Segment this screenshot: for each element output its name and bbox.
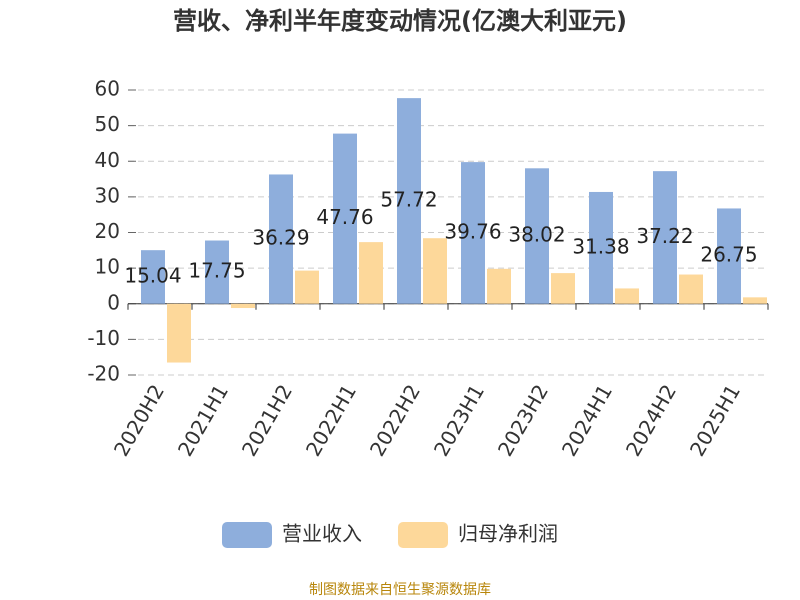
y-tick-label: 40 [95, 148, 120, 172]
bar [487, 268, 511, 304]
y-tick-label: 20 [95, 219, 120, 243]
y-tick-label: -20 [87, 362, 120, 386]
value-label: 31.38 [572, 234, 629, 258]
bar [717, 208, 741, 304]
legend-swatch [222, 522, 272, 548]
bar [743, 297, 767, 304]
x-tick-label: 2021H2 [237, 380, 297, 460]
y-tick-label: 10 [95, 255, 120, 279]
bar [141, 250, 165, 304]
x-tick-label: 2023H2 [493, 380, 553, 460]
value-label: 26.75 [700, 243, 757, 267]
bar [551, 273, 575, 304]
bar [231, 303, 255, 309]
value-label: 36.29 [252, 226, 309, 250]
bar [653, 171, 677, 304]
value-label: 57.72 [380, 187, 437, 211]
x-tick-label: 2022H1 [301, 380, 361, 460]
value-label: 15.04 [124, 263, 181, 287]
value-label: 47.76 [316, 205, 373, 229]
y-tick-label: 30 [95, 183, 120, 207]
bar [295, 270, 319, 304]
legend-label: 营业收入 [282, 522, 362, 546]
value-label: 39.76 [444, 219, 501, 243]
bar [615, 288, 639, 304]
bar [359, 242, 383, 304]
bar [333, 133, 357, 304]
y-tick-label: -10 [87, 326, 120, 350]
bar [269, 174, 293, 304]
legend-label: 归母净利润 [458, 522, 558, 546]
bar [423, 238, 447, 304]
value-label: 37.22 [636, 224, 693, 248]
x-tick-label: 2020H2 [109, 380, 169, 460]
x-tick-label: 2024H2 [621, 380, 681, 460]
y-tick-label: 60 [95, 77, 120, 101]
bar [525, 168, 549, 304]
bar [397, 98, 421, 304]
value-label: 38.02 [508, 223, 565, 247]
y-tick-label: 0 [107, 290, 120, 314]
chart-title: 营收、净利半年度变动情况(亿澳大利亚元) [173, 7, 627, 35]
value-label: 17.75 [188, 259, 245, 283]
y-tick-label: 50 [95, 112, 120, 136]
bar [589, 191, 613, 304]
legend-swatch [398, 522, 448, 548]
x-tick-label: 2024H1 [557, 380, 617, 460]
x-tick-label: 2023H1 [429, 380, 489, 460]
bar [167, 303, 191, 363]
bar [461, 162, 485, 304]
x-tick-label: 2021H1 [173, 380, 233, 460]
x-tick-label: 2022H2 [365, 380, 425, 460]
x-tick-label: 2025H1 [685, 380, 745, 460]
bar [205, 240, 229, 304]
bar [679, 274, 703, 304]
source-note: 制图数据来自恒生聚源数据库 [309, 582, 491, 598]
